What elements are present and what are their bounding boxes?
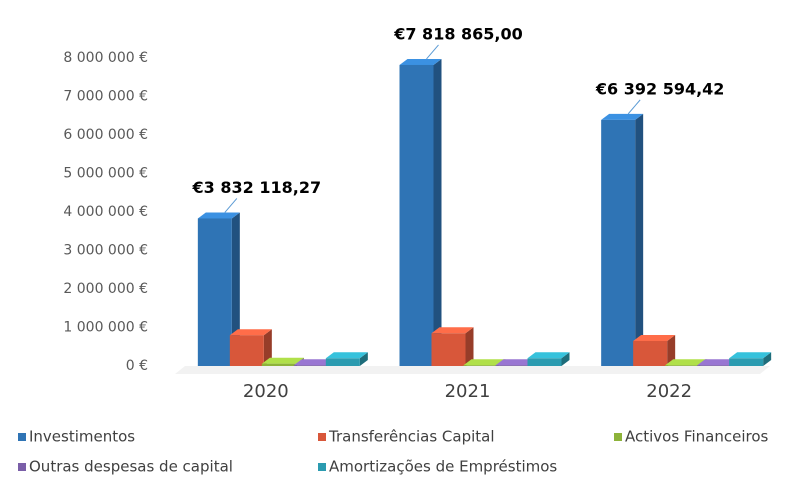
bar — [463, 365, 498, 366]
bar-top — [729, 352, 772, 359]
bar-side — [763, 352, 772, 366]
bar-side — [635, 113, 644, 366]
data-label: €7 818 865,00 — [393, 24, 523, 43]
bar — [293, 365, 328, 366]
legend-swatch — [18, 433, 26, 441]
bar-top — [665, 359, 708, 366]
bar-top — [697, 359, 740, 366]
bar-side — [359, 352, 368, 366]
bar-top — [431, 327, 474, 334]
y-tick-label: 5 000 000 € — [63, 166, 148, 182]
legend-swatch — [614, 433, 622, 441]
bar — [431, 333, 466, 366]
bar-top — [633, 334, 676, 341]
bar — [527, 358, 562, 366]
legend-label: Investimentos — [29, 428, 135, 446]
bar-top — [527, 352, 570, 359]
bar-top — [601, 113, 644, 120]
leader-line — [426, 44, 439, 60]
bar-top — [463, 359, 506, 366]
y-tick-label: 8 000 000 € — [63, 50, 148, 66]
legend-swatch — [318, 463, 326, 471]
x-tick-label: 2022 — [646, 381, 692, 402]
bar — [665, 365, 700, 366]
floor — [175, 366, 770, 374]
bar-top — [197, 212, 240, 219]
bar — [325, 358, 360, 366]
legend-label: Amortizações de Empréstimos — [329, 458, 557, 476]
y-tick-label: 7 000 000 € — [63, 89, 148, 105]
bar-side — [465, 327, 474, 366]
y-tick-label: 2 000 000 € — [63, 281, 148, 297]
legend-swatch — [318, 433, 326, 441]
bar-side — [561, 352, 570, 366]
legend-swatch — [18, 463, 26, 471]
bar — [633, 340, 668, 366]
bar — [197, 218, 232, 366]
leader-line — [627, 99, 641, 115]
legend-label: Activos Financeiros — [625, 428, 768, 446]
bar-top — [229, 329, 272, 336]
bar — [601, 119, 636, 366]
y-tick-label: 3 000 000 € — [63, 243, 148, 259]
bar — [729, 358, 764, 366]
bar-top — [495, 359, 538, 366]
x-tick-label: 2020 — [243, 381, 289, 402]
bar — [261, 363, 296, 366]
bar-side — [263, 329, 272, 366]
bar — [399, 64, 434, 366]
bar-side — [667, 334, 676, 366]
x-tick-label: 2021 — [445, 381, 491, 402]
bar — [229, 335, 264, 366]
bar-top — [293, 359, 336, 366]
y-tick-label: 0 € — [126, 358, 148, 374]
y-tick-label: 1 000 000 € — [63, 320, 148, 336]
bar-side — [433, 58, 442, 367]
legend-label: Outras despesas de capital — [29, 458, 233, 476]
bar — [697, 365, 732, 366]
y-tick-label: 6 000 000 € — [63, 127, 148, 143]
bar-top — [325, 352, 368, 359]
leader-line — [224, 198, 238, 213]
y-tick-label: 4 000 000 € — [63, 204, 148, 220]
bar-top — [399, 58, 442, 65]
data-label: €3 832 118,27 — [192, 178, 322, 197]
data-label: €6 392 594,42 — [595, 79, 725, 98]
bar-side — [231, 212, 240, 366]
bar-top — [261, 357, 304, 364]
legend-label: Transferências Capital — [328, 428, 495, 446]
bar — [495, 365, 530, 366]
